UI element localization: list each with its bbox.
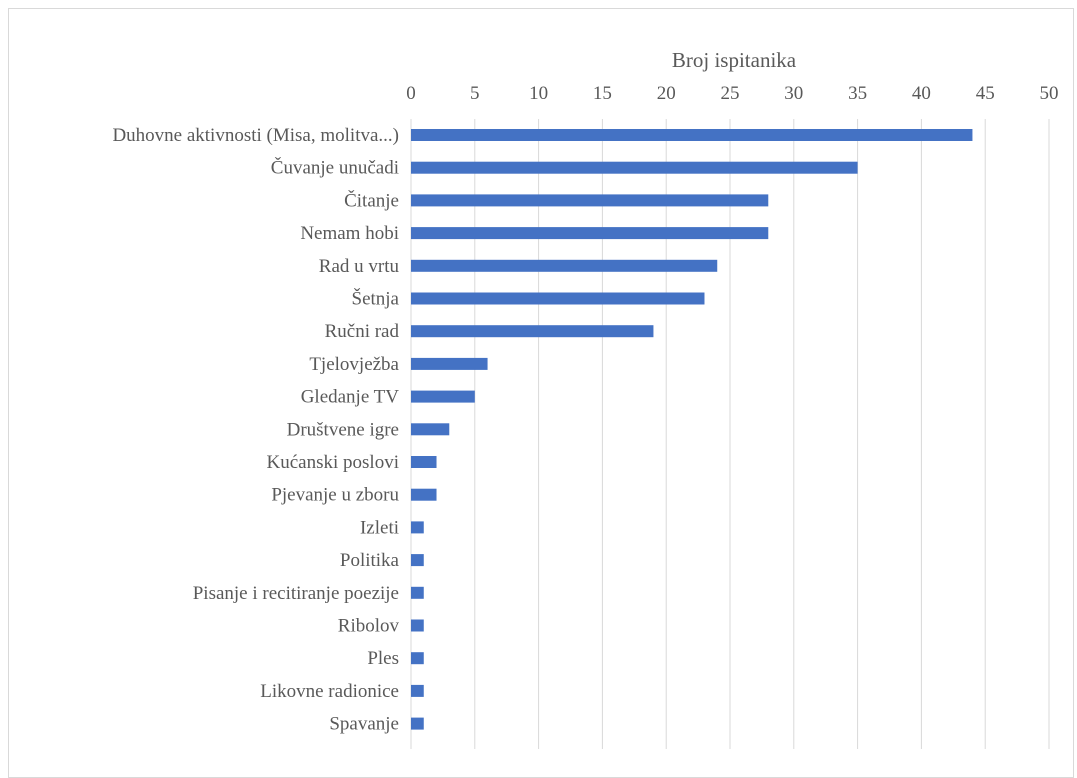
bar bbox=[411, 390, 475, 403]
bar bbox=[411, 684, 424, 697]
bar bbox=[411, 194, 769, 207]
category-label: Pjevanje u zboru bbox=[271, 485, 399, 506]
bar bbox=[411, 619, 424, 632]
category-label: Pisanje i recitiranje poezije bbox=[193, 583, 399, 604]
bar bbox=[411, 259, 718, 272]
x-tick-label: 25 bbox=[721, 83, 740, 104]
category-label: Šetnja bbox=[352, 288, 400, 310]
x-tick-label: 5 bbox=[470, 83, 480, 104]
bar-chart: 0 5 10 15 20 25 30 35 40 45 50 Duhovne aktivnosti … bbox=[112, 48, 1059, 749]
bar bbox=[411, 554, 424, 567]
category-label: Kućanski poslovi bbox=[267, 452, 399, 473]
bar bbox=[411, 652, 424, 665]
bar bbox=[411, 357, 488, 370]
x-tick-label: 30 bbox=[784, 83, 803, 104]
category-labels: Duhovne aktivnosti (Misa, molitva...) Čuv… bbox=[112, 125, 399, 735]
category-label: Rad u vrtu bbox=[319, 256, 400, 277]
x-tick-label: 50 bbox=[1040, 83, 1059, 104]
x-tick-label: 15 bbox=[593, 83, 612, 104]
category-label: Čuvanje unučadi bbox=[271, 157, 399, 179]
x-tick-label: 40 bbox=[912, 83, 931, 104]
x-tick-labels: 0 5 10 15 20 25 30 35 40 45 50 bbox=[406, 83, 1058, 104]
bar bbox=[411, 456, 437, 468]
bars bbox=[411, 129, 973, 730]
chart-frame: 0 5 10 15 20 25 30 35 40 45 50 Duhovne aktivnosti … bbox=[8, 8, 1074, 778]
bar bbox=[411, 227, 769, 240]
bar bbox=[411, 521, 424, 534]
x-tick-label: 0 bbox=[406, 83, 416, 104]
bar bbox=[411, 161, 858, 174]
x-tick-label: 10 bbox=[529, 83, 548, 104]
category-label: Čitanje bbox=[344, 189, 399, 211]
bar bbox=[411, 129, 973, 141]
bar bbox=[411, 717, 424, 730]
category-label: Tjelovježba bbox=[309, 354, 399, 375]
category-label: Nemam hobi bbox=[300, 223, 399, 244]
category-label: Spavanje bbox=[329, 714, 399, 735]
category-label: Gledanje TV bbox=[301, 387, 400, 408]
category-label: Ples bbox=[367, 648, 399, 669]
x-axis-title: Broj ispitanika bbox=[672, 48, 797, 72]
bar bbox=[411, 423, 450, 436]
category-label: Politika bbox=[340, 550, 400, 571]
category-label: Ručni rad bbox=[325, 321, 400, 342]
category-label: Ribolov bbox=[338, 616, 400, 637]
bar bbox=[411, 488, 437, 501]
category-label: Likovne radionice bbox=[260, 681, 399, 702]
x-tick-label: 45 bbox=[976, 83, 995, 104]
x-tick-label: 20 bbox=[657, 83, 676, 104]
x-tick-label: 35 bbox=[848, 83, 867, 104]
category-label: Društvene igre bbox=[287, 419, 399, 440]
bar bbox=[411, 325, 654, 338]
category-label: Izleti bbox=[360, 517, 399, 538]
category-label: Duhovne aktivnosti (Misa, molitva...) bbox=[112, 125, 399, 146]
bar bbox=[411, 292, 705, 305]
gridlines bbox=[410, 119, 1050, 749]
bar bbox=[411, 586, 424, 599]
